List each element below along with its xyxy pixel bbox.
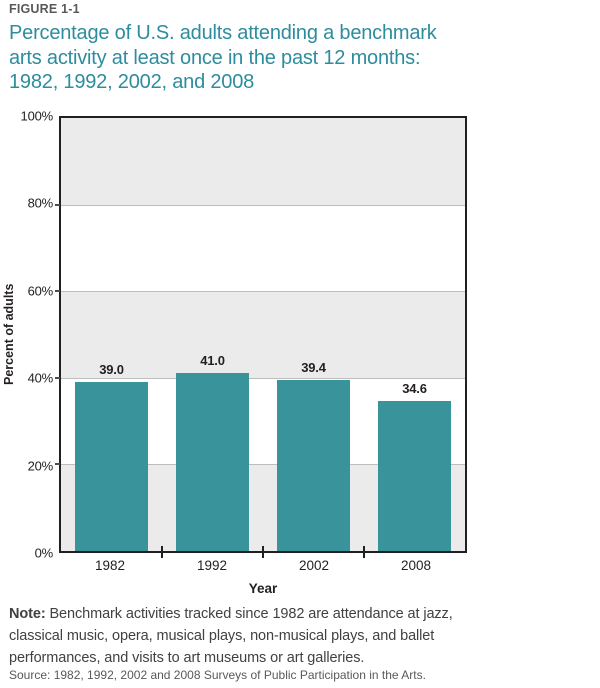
chart-title-line-3: 1982, 1992, 2002, and 2008 xyxy=(9,71,255,93)
x-axis-tick xyxy=(363,546,365,558)
plot-band xyxy=(61,291,465,378)
y-axis-tick xyxy=(55,290,60,293)
note-text: Note: Benchmark activities tracked since… xyxy=(9,603,479,669)
y-tick-label-20: 20% xyxy=(27,458,54,474)
x-tick-label-1982: 1982 xyxy=(94,558,126,573)
y-tick-label-0: 0% xyxy=(34,545,54,561)
note-line-3: performances, and visits to art museums … xyxy=(9,650,365,666)
gridline xyxy=(61,464,465,466)
chart-title-line-2: arts activity at least once in the past … xyxy=(9,46,421,69)
x-tick-label-1992: 1992 xyxy=(196,558,228,573)
bar-1982 xyxy=(74,382,149,551)
bars-layer: 39.0 41.0 39.4 34.6 xyxy=(61,118,465,551)
bar-slot-1982: 39.0 xyxy=(61,118,162,551)
bar-slot-2002: 39.4 xyxy=(263,118,364,551)
bar-slot-1992: 41.0 xyxy=(162,118,263,551)
y-axis-tick xyxy=(55,203,60,206)
bar-value-label: 41.0 xyxy=(200,353,225,369)
note-prefix: Note: xyxy=(9,606,46,622)
note-line-1: Note: Benchmark activities tracked since… xyxy=(9,603,479,625)
y-tick-label-100: 100% xyxy=(20,108,54,124)
y-tick-label-80: 80% xyxy=(27,195,54,211)
gridline xyxy=(61,204,465,206)
note-line-2: classical music, opera, musical plays, n… xyxy=(9,628,435,644)
gridline xyxy=(61,377,465,379)
note-line-1-text: Benchmark activities tracked since 1982 … xyxy=(45,606,453,622)
y-tick-label-40: 40% xyxy=(27,370,54,386)
x-axis-title: Year xyxy=(248,581,278,596)
x-tick-label-2002: 2002 xyxy=(298,558,330,573)
x-axis-tick xyxy=(161,546,163,558)
bar-value-label: 39.0 xyxy=(99,362,124,378)
figure-label: FIGURE 1-1 xyxy=(9,2,80,16)
bar-slot-2008: 34.6 xyxy=(364,118,465,551)
bar-1992 xyxy=(175,373,250,551)
chart-title: Percentage of U.S. adults attending a be… xyxy=(9,21,437,95)
x-axis-tick-labels: 1982 1992 2002 2008 xyxy=(59,558,467,573)
bar-2008 xyxy=(377,401,452,551)
x-axis-tick xyxy=(262,546,264,558)
y-axis-tick xyxy=(55,463,60,466)
y-tick-label-60: 60% xyxy=(27,283,54,299)
plot-band xyxy=(61,204,465,292)
bar-value-label: 34.6 xyxy=(402,381,427,397)
plot-band xyxy=(61,118,465,205)
plot-area: 39.0 41.0 39.4 34.6 xyxy=(55,116,467,558)
chart-title-line-1: Percentage of U.S. adults attending a be… xyxy=(9,22,437,44)
bar-2002 xyxy=(276,380,351,551)
y-axis-tick xyxy=(55,376,60,379)
gridline xyxy=(61,291,465,293)
x-tick-label-2008: 2008 xyxy=(400,558,432,573)
y-axis-tick-labels: 0% 20% 40% 60% 80% 100% xyxy=(0,109,54,561)
bar-value-label: 39.4 xyxy=(301,360,326,376)
source-text: Source: 1982, 1992, 2002 and 2008 Survey… xyxy=(9,668,426,682)
